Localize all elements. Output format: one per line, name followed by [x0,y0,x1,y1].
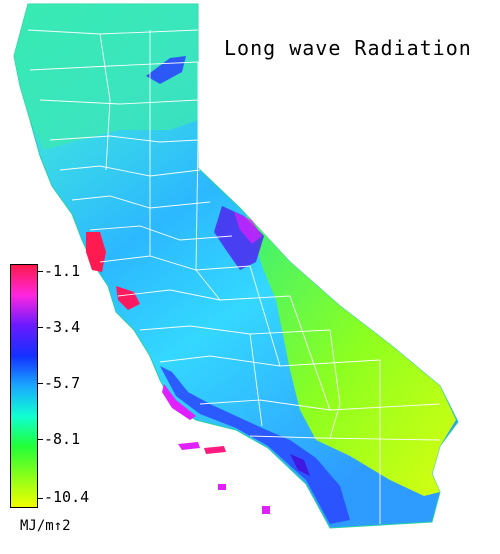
island-4 [262,506,270,514]
san-diego-region [290,454,310,476]
desert-region [246,214,456,496]
coast-magenta-region [162,384,196,420]
island-1 [178,442,200,450]
legend-units: MJ/m↑2 [20,518,71,534]
legend-tick-label: -8.1 [44,430,81,448]
south-coast-region [160,366,350,524]
legend-colorbar [10,264,38,508]
legend-tick-mark [38,383,43,384]
north-region [14,4,198,150]
legend-tick-mark [38,498,43,499]
legend-tick-mark [38,271,43,272]
island-2 [204,446,226,454]
legend-tick-label: -3.4 [44,318,81,336]
county-lines [27,29,441,524]
legend-tick-mark [38,327,43,328]
sierra-region [214,206,264,270]
legend-tick-label: -10.4 [44,488,90,506]
legend-tick-label: -5.7 [44,374,81,392]
monterey-region [116,286,140,310]
sierra-peak-region [234,212,262,244]
color-legend: -1.1 -3.4 -5.7 -8.1 -10.4 [8,262,118,514]
legend-tick-label: -1.1 [44,262,81,280]
legend-tick-mark [38,439,43,440]
island-3 [218,484,226,490]
map-title: Long wave Radiation [224,36,472,60]
